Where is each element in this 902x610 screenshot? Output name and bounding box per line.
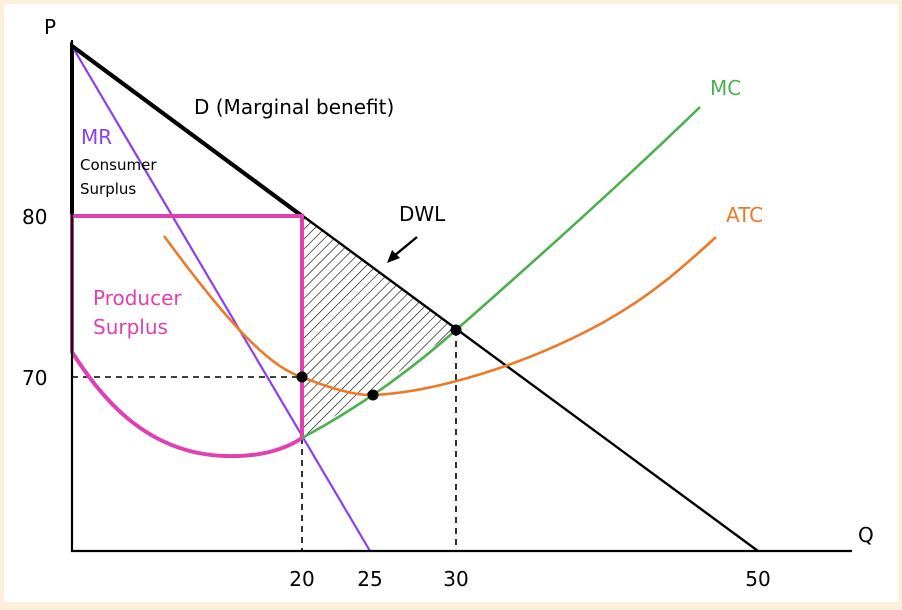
demand-thick-segment bbox=[70, 44, 304, 218]
point-atc-at-q20 bbox=[296, 371, 308, 383]
consumer-surplus-label-line2: Surplus bbox=[80, 180, 136, 198]
x-axis-title: Q bbox=[858, 523, 874, 547]
producer-surplus-label-line2: Surplus bbox=[93, 315, 168, 339]
atc-series-line bbox=[162, 235, 717, 397]
atc-label: ATC bbox=[726, 203, 763, 227]
y-tick-label-80: 80 bbox=[22, 205, 47, 229]
x-tick-label-20: 20 bbox=[289, 567, 314, 591]
point-mc-demand-intersection bbox=[450, 324, 462, 336]
producer-surplus-outline bbox=[70, 214, 304, 459]
dwl-arrow-shaft bbox=[393, 236, 418, 257]
mr-series-line bbox=[71, 45, 371, 552]
x-tick-label-25: 25 bbox=[357, 567, 382, 591]
demand-label: D (Marginal benefit) bbox=[194, 95, 394, 119]
x-tick-label-30: 30 bbox=[443, 567, 468, 591]
consumer-surplus-label-line1: Consumer bbox=[80, 156, 157, 174]
mc-label: MC bbox=[710, 76, 741, 100]
chart-frame: P Q 80 70 20 25 30 50 D (Marginal benefi… bbox=[4, 4, 898, 602]
mc-series-line bbox=[301, 106, 701, 440]
chart: P Q 80 70 20 25 30 50 D (Marginal benefi… bbox=[22, 15, 874, 591]
producer-surplus-label-line1: Producer bbox=[93, 286, 182, 310]
dwl-area bbox=[302, 216, 456, 438]
x-tick-label-50: 50 bbox=[745, 567, 770, 591]
y-tick-label-70: 70 bbox=[22, 366, 47, 390]
dwl-label: DWL bbox=[399, 202, 446, 226]
y-axis-title: P bbox=[44, 15, 56, 39]
dwl-arrow-head bbox=[387, 250, 400, 263]
point-atc-minimum bbox=[367, 389, 379, 401]
mr-label: MR bbox=[81, 125, 112, 149]
